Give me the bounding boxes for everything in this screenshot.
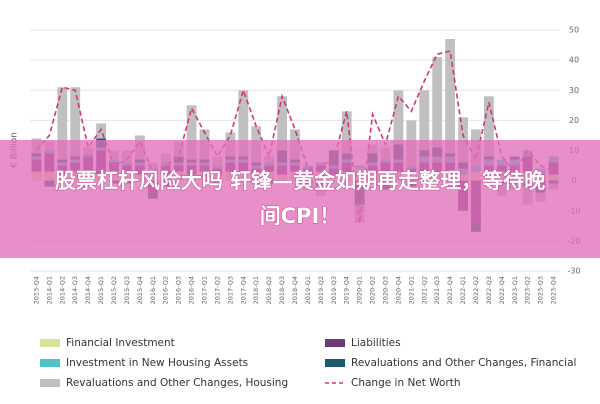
x-tick-label: 2014-Q3 <box>71 276 79 304</box>
y-tick-label: 40 <box>569 56 579 65</box>
legend-label: Change in Net Worth <box>351 377 461 389</box>
x-tick-label: 2023-Q2 <box>524 276 532 304</box>
bar-segment <box>419 90 430 151</box>
y-tick-label: 30 <box>569 86 579 95</box>
x-tick-label: 2020-Q4 <box>394 276 402 304</box>
x-tick-label: 2017-Q1 <box>201 276 209 304</box>
x-tick-label: 2019-Q1 <box>304 276 312 304</box>
x-tick-label: 2018-Q4 <box>291 276 299 304</box>
y-tick-label: 20 <box>569 116 579 125</box>
legend-label: Revaluations and Other Changes, Financia… <box>351 357 576 369</box>
bar-segment <box>186 105 197 160</box>
x-tick-label: 2020-Q1 <box>356 276 364 304</box>
bar-segment <box>96 123 107 139</box>
x-tick-label: 2016-Q2 <box>162 276 170 304</box>
legend-swatch <box>325 339 345 347</box>
bar-segment <box>393 90 404 145</box>
x-tick-label: 2023-Q4 <box>550 276 558 304</box>
x-tick-label: 2021-Q4 <box>446 276 454 304</box>
bar-segment <box>483 96 494 157</box>
x-tick-label: 2022-Q3 <box>485 276 493 304</box>
bar-segment <box>341 111 352 154</box>
legend-swatch <box>40 339 60 347</box>
banner-text: 股票杠杆风险大吗 轩锋—黄金如期再走整理，等待晚 <box>55 169 545 193</box>
x-tick-label: 2014-Q1 <box>45 276 53 304</box>
x-tick-label: 2021-Q2 <box>420 276 428 304</box>
bar-segment <box>277 96 287 151</box>
x-tick-label: 2016-Q1 <box>149 276 157 304</box>
legend-label: Liabilities <box>351 337 401 349</box>
banner <box>0 140 600 258</box>
legend-swatch <box>40 379 60 387</box>
x-tick-label: 2023-Q1 <box>511 276 519 304</box>
bar-segment <box>458 117 468 163</box>
x-tick-label: 2015-Q4 <box>136 276 144 304</box>
x-tick-label: 2017-Q3 <box>226 276 234 304</box>
legend-label: Revaluations and Other Changes, Housing <box>66 377 288 389</box>
bar-segment <box>57 87 68 160</box>
x-tick-label: 2018-Q3 <box>278 276 286 304</box>
legend-swatch <box>40 359 60 367</box>
bar-segment <box>70 87 81 157</box>
x-tick-label: 2022-Q4 <box>498 276 506 304</box>
x-tick-label: 2019-Q4 <box>343 276 351 304</box>
x-tick-label: 2015-Q1 <box>97 276 105 304</box>
y-tick-label: 50 <box>569 26 579 35</box>
x-tick-label: 2021-Q1 <box>407 276 415 304</box>
x-tick-label: 2022-Q2 <box>472 276 480 304</box>
banner-text: 间CPI！ <box>260 204 341 228</box>
legend-swatch <box>325 359 345 367</box>
x-tick-label: 2018-Q2 <box>265 276 273 304</box>
bar-segment <box>445 39 456 154</box>
x-tick-label: 2020-Q3 <box>381 276 389 304</box>
x-tick-label: 2020-Q2 <box>369 276 377 304</box>
x-tick-label: 2015-Q3 <box>123 276 131 304</box>
x-tick-label: 2018-Q1 <box>252 276 260 304</box>
legend-label: Financial Investment <box>66 337 175 349</box>
legend-label: Investment in New Housing Assets <box>66 357 248 369</box>
x-tick-label: 2016-Q4 <box>188 276 196 304</box>
bar-segment <box>238 90 249 157</box>
x-tick-label: 2017-Q2 <box>213 276 221 304</box>
x-tick-label: 2019-Q2 <box>317 276 325 304</box>
x-tick-label: 2022-Q1 <box>459 276 467 304</box>
x-tick-label: 2021-Q3 <box>433 276 441 304</box>
x-tick-label: 2014-Q2 <box>58 276 66 304</box>
bar-segment <box>432 57 443 148</box>
x-tick-label: 2017-Q4 <box>239 276 247 304</box>
x-tick-label: 2023-Q3 <box>537 276 545 304</box>
x-tick-label: 2014-Q4 <box>84 276 92 304</box>
x-tick-label: 2019-Q3 <box>330 276 338 304</box>
y-tick-label: -30 <box>567 267 580 276</box>
x-tick-label: 2015-Q2 <box>110 276 118 304</box>
x-tick-label: 2016-Q3 <box>175 276 183 304</box>
x-tick-label: 2013-Q4 <box>32 276 40 304</box>
